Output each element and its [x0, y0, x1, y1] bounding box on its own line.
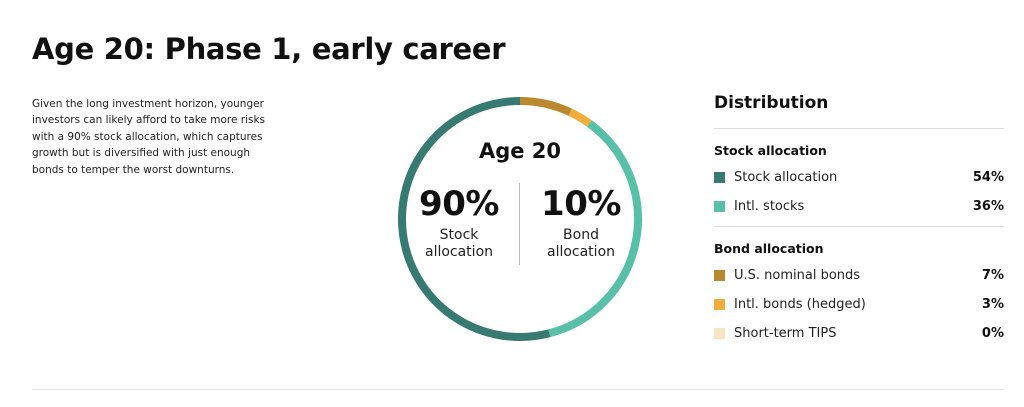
donut-chart: Age 20 90% Stock allocation 10% Bond all… — [396, 95, 644, 343]
stock-label-line-1: Stock — [439, 227, 479, 243]
group-title-bond: Bond allocation — [714, 241, 824, 256]
stock-summary: 90% Stock allocation — [404, 185, 514, 261]
legend-label: U.S. nominal bonds — [734, 268, 861, 283]
legend-value: 36% — [972, 199, 1004, 214]
donut-slice-intl-stocks — [548, 120, 642, 338]
stock-group: Stock allocation Stock allocation 54% In… — [714, 129, 1004, 227]
distribution-panel: Distribution Stock allocation Stock allo… — [714, 92, 1004, 348]
stock-label-line-2: allocation — [424, 244, 494, 260]
legend-swatch — [714, 299, 725, 310]
bottom-divider — [32, 389, 1004, 390]
legend-swatch — [714, 270, 725, 281]
bond-label-line-2: allocation — [546, 244, 616, 260]
legend-item-stock-allocation: Stock allocation 54% — [714, 163, 1004, 192]
page-title: Age 20: Phase 1, early career — [32, 32, 506, 66]
legend-label: Intl. stocks — [734, 199, 805, 214]
donut-divider — [519, 183, 520, 265]
bond-summary: 10% Bond allocation — [526, 185, 636, 261]
donut-center-title: Age 20 — [478, 139, 562, 163]
donut-slice-stock-allocation — [398, 97, 551, 341]
legend-label: Intl. bonds (hedged) — [734, 297, 866, 312]
legend-item-short-term-tips: Short-term TIPS 0% — [714, 319, 1004, 348]
intro-text: Given the long investment horizon, young… — [32, 98, 266, 176]
legend-swatch — [714, 172, 725, 183]
bond-percent: 10% — [541, 184, 621, 224]
bond-label-line-1: Bond — [563, 227, 599, 243]
donut-ring — [398, 97, 642, 341]
legend-item-intl-bonds-hedged: Intl. bonds (hedged) 3% — [714, 290, 1004, 319]
stock-percent: 90% — [419, 184, 499, 224]
legend-label: Short-term TIPS — [734, 326, 837, 341]
legend-swatch — [714, 201, 725, 212]
bond-group: Bond allocation U.S. nominal bonds 7% In… — [714, 227, 1004, 348]
legend-value: 0% — [981, 326, 1004, 341]
legend-value: 7% — [981, 268, 1004, 283]
legend-value: 54% — [972, 170, 1004, 185]
legend-item-intl-stocks: Intl. stocks 36% — [714, 192, 1004, 221]
legend-item-us-nominal-bonds: U.S. nominal bonds 7% — [714, 261, 1004, 290]
group-divider — [714, 226, 1004, 227]
legend-label: Stock allocation — [734, 170, 838, 185]
group-title-stock: Stock allocation — [714, 143, 827, 158]
legend-swatch — [714, 328, 725, 339]
donut-slice-us-nominal-bonds — [519, 97, 572, 116]
donut-slice-intl-bonds-hedged — [568, 108, 592, 127]
distribution-title: Distribution — [714, 92, 1004, 129]
legend-value: 3% — [981, 297, 1004, 312]
